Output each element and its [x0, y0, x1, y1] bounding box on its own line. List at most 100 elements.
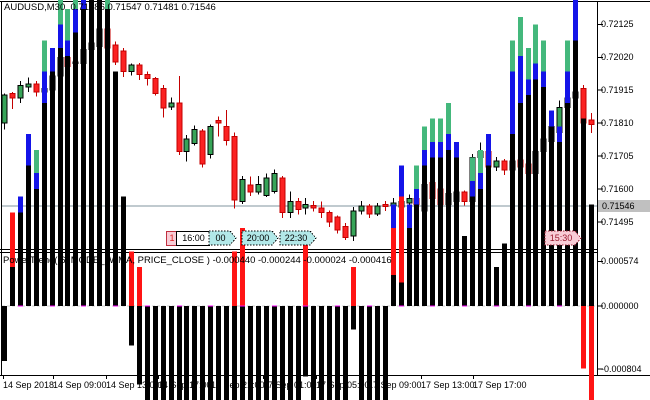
- histogram-bar: [129, 306, 134, 346]
- candle-body: [239, 179, 246, 203]
- histogram-bar: [581, 118, 586, 307]
- time-markers: 1 16:00 00 20:00 22:30 15:30: [166, 230, 582, 246]
- indicator-axis-label: 0.000000: [601, 301, 639, 312]
- candle-body: [366, 205, 373, 215]
- histogram-bar: [414, 204, 419, 307]
- symbol-title: AUDUSD,M30 0.71486 0.71547 0.71481 0.715…: [4, 2, 216, 13]
- histogram-bar: [430, 157, 435, 307]
- histogram-bar: [97, 0, 102, 307]
- candle-body: [302, 204, 309, 209]
- histogram-bar: [573, 40, 578, 307]
- candle-body: [247, 184, 254, 193]
- price-axis-label: 0.71600: [601, 184, 634, 194]
- histogram-bar: [391, 274, 396, 307]
- candle-body: [191, 128, 198, 145]
- histogram-bar: [407, 227, 412, 307]
- histogram-bar: [319, 306, 324, 400]
- histogram-bar: [288, 306, 293, 400]
- candle-body: [326, 212, 333, 223]
- histogram-bar: [557, 141, 562, 307]
- candle-body: [152, 78, 159, 94]
- histogram-bar: [438, 157, 443, 307]
- histogram-bar: [232, 306, 237, 400]
- candle-body: [580, 88, 587, 124]
- histogram-bar: [81, 9, 86, 307]
- marker-1800[interactable]: 00: [208, 230, 237, 246]
- price-axis-label: 0.71915: [601, 85, 634, 96]
- price-axis-label: 0.71810: [601, 118, 634, 129]
- histogram-bar: [422, 165, 427, 307]
- histogram-bar: [113, 71, 118, 307]
- candle-body: [128, 64, 135, 72]
- powertrend-histogram: [2, 0, 594, 400]
- histogram-bar: [18, 212, 23, 307]
- histogram-bar: [240, 306, 245, 400]
- histogram-bar: [335, 306, 340, 400]
- candle-body: [295, 201, 302, 210]
- histogram-bar: [462, 235, 467, 307]
- histogram-bar: [137, 267, 142, 307]
- marker-label: 00: [215, 233, 225, 243]
- candle-body: [183, 138, 190, 152]
- marker-1600[interactable]: 16:00: [176, 231, 210, 246]
- histogram-bar: [280, 306, 285, 400]
- candle-body: [207, 125, 214, 156]
- histogram-bar: [200, 306, 205, 400]
- price-axis-label: 0.72125: [601, 19, 634, 30]
- candle-body: [176, 102, 183, 152]
- histogram-bar: [399, 196, 404, 307]
- histogram-bar: [89, 0, 94, 307]
- histogram-bar: [73, 32, 78, 307]
- histogram-bar: [58, 48, 63, 307]
- histogram-bar: [240, 227, 245, 307]
- histogram-bar: [232, 251, 237, 307]
- time-axis-label: 14 Sep 13:00: [106, 380, 160, 390]
- histogram-bar: [105, 9, 110, 307]
- histogram-bar: [518, 102, 523, 307]
- candle-body: [136, 64, 143, 76]
- candle-body: [215, 120, 222, 124]
- marker-label: 15:30: [550, 233, 573, 243]
- histogram-bar: [502, 243, 507, 307]
- histogram-bar: [581, 306, 586, 369]
- histogram-bar: [145, 306, 150, 400]
- candle-body: [112, 44, 119, 63]
- candle-body: [358, 205, 365, 212]
- marker-label: 16:00: [182, 233, 205, 243]
- histogram-bar: [311, 306, 316, 400]
- candle-body: [350, 210, 357, 237]
- histogram-bar: [510, 134, 515, 307]
- histogram-bar: [192, 306, 197, 400]
- histogram-bar: [256, 306, 261, 400]
- histogram-bar: [153, 306, 158, 400]
- histogram-bar: [272, 306, 277, 400]
- marker-2000[interactable]: 20:00: [241, 230, 279, 246]
- histogram-bar: [303, 243, 308, 307]
- time-axis-label: 17 Sep 05:00: [316, 380, 370, 390]
- indicator-axis-label: 0.000574: [601, 256, 639, 267]
- marker-2230[interactable]: 22:30: [279, 230, 317, 246]
- candle-body: [17, 85, 24, 99]
- candle-body: [334, 216, 341, 231]
- candle-body: [120, 50, 127, 72]
- histogram-bar: [478, 188, 483, 307]
- histogram-bar: [391, 227, 396, 307]
- histogram-bar: [208, 306, 213, 400]
- histogram-bar: [549, 126, 554, 307]
- candle-body: [1, 94, 8, 124]
- histogram-bar: [34, 188, 39, 307]
- candle-body: [199, 130, 206, 165]
- histogram-bar: [541, 87, 546, 307]
- histogram-bar: [589, 306, 594, 400]
- candle-body: [318, 207, 325, 214]
- marker-1530[interactable]: 15:30: [544, 230, 582, 246]
- histogram-bar: [486, 165, 491, 307]
- histogram-bar: [121, 196, 126, 307]
- candle-body: [231, 135, 238, 201]
- time-axis-label: 14 Sep 09:00: [53, 380, 107, 390]
- histogram-bar: [526, 95, 531, 307]
- histogram-bar: [470, 196, 475, 307]
- marker-1[interactable]: 1: [166, 231, 177, 246]
- candle-body: [144, 74, 151, 80]
